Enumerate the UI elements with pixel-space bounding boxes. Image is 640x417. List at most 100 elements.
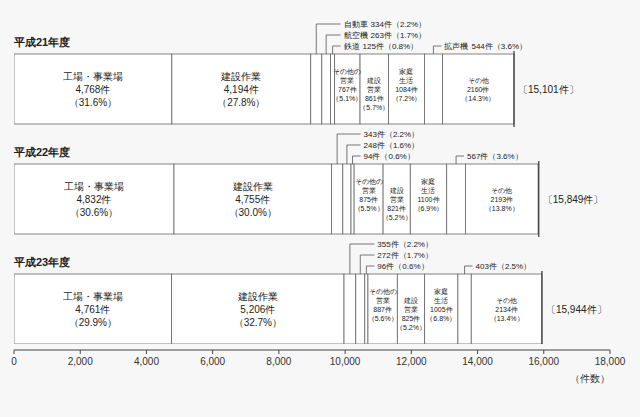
percent-label: （2.2%） — [399, 240, 433, 249]
total-label: 〔15,849件〕 — [543, 194, 604, 205]
percent-label: （7.2%） — [392, 95, 422, 103]
x-axis: 02,0004,0006,0008,00010,00012,00014,0001… — [11, 350, 626, 384]
percent-label: （30.0%） — [229, 207, 277, 218]
data-label: 861件 — [365, 95, 384, 102]
bar-segment — [465, 164, 538, 234]
percent-label: （2.5%） — [497, 262, 531, 271]
bar-segment — [14, 164, 174, 234]
leader-line — [433, 46, 441, 54]
series-name: 航空機 — [344, 31, 368, 40]
bar-segment — [335, 54, 360, 124]
data-label: 125件 — [363, 42, 384, 51]
annotation: 拡声機544件（3.6%） — [444, 42, 527, 51]
tick-label: 14,000 — [462, 356, 493, 367]
series-name: 家庭 — [399, 68, 413, 76]
chart: 平成21年度工場・事業場4,768件（31.6%）建設作業4,194件（27.8… — [0, 0, 640, 417]
category-label: 平成22年度 — [13, 146, 70, 158]
data-label: 4,768件 — [75, 84, 110, 95]
tick-label: 8,000 — [266, 356, 291, 367]
tick-mark — [610, 350, 611, 354]
tick-mark — [212, 350, 213, 354]
bar-segment — [424, 54, 442, 124]
data-label: 821件 — [387, 205, 406, 212]
labels: 平成21年度工場・事業場4,768件（31.6%）建設作業4,194件（27.8… — [13, 20, 607, 332]
percent-label: （1.7%） — [399, 251, 433, 260]
bar-segment — [354, 164, 383, 234]
bar-segment — [410, 164, 446, 234]
annotation: 自動車334件（2.2%） — [344, 20, 427, 29]
series-name: 営業 — [404, 306, 418, 314]
tick-mark — [477, 350, 478, 354]
bar-segment — [174, 164, 331, 234]
series-name: 建設作業 — [220, 71, 261, 82]
bar-segment — [322, 54, 331, 124]
percent-label: （5.6%） — [368, 315, 398, 323]
series-name: 工場・事業場 — [63, 71, 123, 82]
data-label: 334件 — [371, 20, 392, 29]
percent-label: （13.8%） — [485, 205, 519, 213]
series-name: 生活 — [399, 77, 413, 84]
percent-label: （0.6%） — [380, 152, 414, 161]
annotation: 272件（1.7%） — [377, 251, 433, 260]
bar-segment — [425, 274, 458, 344]
percent-label: （1.7%） — [392, 31, 426, 40]
bar-segment — [351, 164, 354, 234]
tick-label: 6,000 — [200, 356, 225, 367]
tick-mark — [345, 350, 346, 354]
percent-label: （27.8%） — [217, 97, 265, 108]
percent-label: （14.3%） — [461, 95, 495, 103]
leader-line — [353, 156, 361, 164]
data-label: 567件 — [467, 152, 488, 161]
data-label: 403件 — [476, 262, 497, 271]
series-name: 建設 — [403, 297, 418, 304]
leader-line — [360, 255, 374, 274]
data-label: 96件 — [377, 262, 394, 271]
percent-label: （2.2%） — [385, 130, 419, 139]
series-name: 建設 — [389, 187, 404, 194]
data-label: 1084件 — [395, 86, 418, 93]
tick-label: 18,000 — [595, 356, 626, 367]
data-label: 2193件 — [490, 196, 513, 203]
percent-label: （5.1%） — [332, 95, 362, 103]
axis-line — [14, 350, 610, 351]
data-label: 5,206件 — [240, 304, 275, 315]
percent-label: （5.5%） — [354, 205, 384, 213]
data-label: 4,761件 — [75, 304, 110, 315]
bar-segment — [343, 164, 351, 234]
bar-segment — [360, 54, 389, 124]
data-label: 4,755件 — [235, 194, 270, 205]
data-label: 1005件 — [430, 306, 453, 313]
annotation: 248件（1.6%） — [364, 141, 420, 150]
series-name: その他の — [355, 178, 383, 186]
annotation: 403件（2.5%） — [476, 262, 532, 271]
series-name: 生活 — [434, 297, 448, 304]
tick-mark — [14, 350, 15, 354]
bar-segment — [14, 54, 172, 124]
tick-mark — [146, 350, 147, 354]
series-name: その他の — [333, 68, 361, 76]
bar-segment — [368, 274, 397, 344]
data-label: 2134件 — [495, 306, 518, 313]
series-name: 拡声機 — [444, 42, 468, 51]
annotation: 航空機263件（1.7%） — [344, 31, 427, 40]
series-name: 家庭 — [434, 288, 448, 296]
bar-segment — [311, 54, 322, 124]
data-label: 263件 — [371, 31, 392, 40]
tick-label: 12,000 — [396, 356, 427, 367]
tick-label: 2,000 — [68, 356, 93, 367]
bars — [14, 51, 542, 344]
data-label: 767件 — [338, 86, 357, 93]
total-label: 〔15,944件〕 — [546, 304, 607, 315]
bar-segment — [442, 54, 514, 124]
bar-segment — [356, 274, 365, 344]
annotation: 355件（2.2%） — [377, 240, 433, 249]
bar-segment — [397, 274, 424, 344]
series-name: 建設作業 — [237, 291, 278, 302]
annotation: 343件（2.2%） — [364, 130, 420, 139]
leader-line — [326, 35, 340, 54]
data-label: 1100件 — [417, 196, 439, 203]
series-name: 営業 — [390, 196, 404, 204]
bar-segment — [14, 274, 172, 344]
data-label: 825件 — [402, 315, 421, 322]
tick-label: 4,000 — [134, 356, 159, 367]
